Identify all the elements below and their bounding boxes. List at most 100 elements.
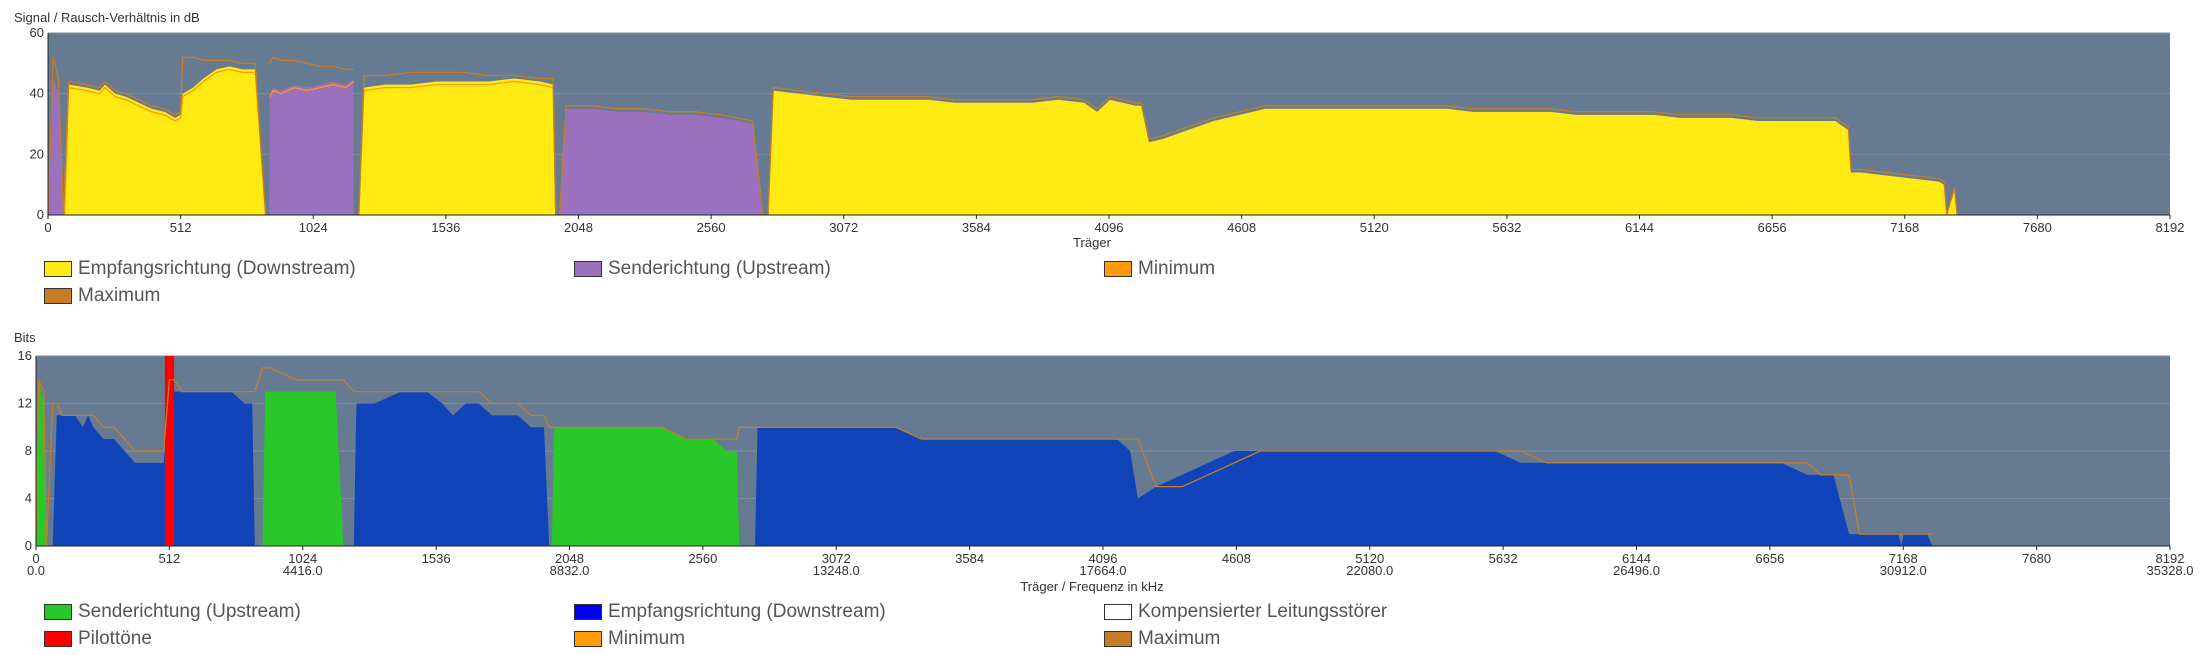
bits-ytick-label: 12 (18, 396, 32, 411)
snr-legend: Empfangsrichtung (Downstream) Senderichtu… (44, 255, 1664, 309)
bits-xtick-label: 6144 (1622, 551, 1651, 566)
snr-maximum-line (268, 56, 354, 71)
bits-xlabel: Träger / Frequenz in kHz (1020, 579, 1163, 594)
snr-title: Signal / Rausch-Verhältnis in dB (14, 10, 200, 25)
snr-ytick-label: 40 (30, 86, 44, 101)
snr-xtick-label: 512 (170, 220, 192, 235)
snr-senderichtung-upstream-area (559, 108, 763, 215)
bits-chart: Bits Träger / Frequenz in kHz 0 4 8 12 16 0 51… (14, 330, 2194, 594)
snr-xtick-label: 5632 (1492, 220, 1521, 235)
bits-xtick-label: 5120 (1355, 551, 1384, 566)
snr-ytick-label: 20 (30, 146, 44, 161)
bits-xtick-label: 3072 (822, 551, 851, 566)
bits-legend-label: Minimum (608, 627, 686, 649)
bits-legend-item: Minimum (574, 625, 1104, 652)
snr-ytick-label: 0 (37, 207, 44, 222)
snr-ytick-label: 60 (30, 25, 44, 40)
snr-legend-label: Empfangsrichtung (Downstream) (78, 257, 356, 279)
bits-xtick-khz-label: 17664.0 (1080, 563, 1127, 578)
bits-xtick-label: 512 (159, 551, 181, 566)
bits-xtick-label: 6656 (1755, 551, 1784, 566)
bits-empfangsrichtung-downstream-area (52, 391, 255, 546)
bits-legend-label: Kompensierter Leitungsstörer (1138, 600, 1388, 622)
bits-xtick-label: 4608 (1222, 551, 1251, 566)
snr-legend-label: Maximum (78, 284, 161, 306)
snr-xtick-label: 1024 (299, 220, 328, 235)
bits-xtick-label: 7168 (1889, 551, 1918, 566)
snr-empfangsrichtung-downstream-area (768, 90, 1958, 215)
snr-xtick-label: 7168 (1890, 220, 1919, 235)
bits-legend-label: Maximum (1138, 627, 1221, 649)
snr-legend-swatch (44, 287, 72, 304)
snr-xtick-label: 6144 (1625, 220, 1654, 235)
bits-xtick-label: 7680 (2022, 551, 2051, 566)
snr-legend-swatch (44, 260, 72, 277)
snr-xtick-label: 2560 (697, 220, 726, 235)
bits-legend-label: Empfangsrichtung (Downstream) (608, 600, 886, 622)
snr-legend-swatch (1104, 260, 1132, 277)
bits-xtick-label: 2048 (555, 551, 584, 566)
bits-xtick-khz-label: 4416.0 (283, 563, 323, 578)
snr-minimum-line (268, 80, 355, 98)
snr-xtick-label: 6656 (1758, 220, 1787, 235)
bits-legend-swatch (1104, 630, 1132, 647)
snr-minimum-line (358, 80, 557, 216)
bits-xtick-khz-label: 8832.0 (550, 563, 590, 578)
bits-xtick-khz-label: 22080.0 (1346, 563, 1393, 578)
bits-xtick-label: 1024 (288, 551, 317, 566)
bits-ytick-label: 8 (25, 443, 32, 458)
snr-legend-item: Maximum (44, 282, 574, 309)
snr-empfangsrichtung-downstream-area (64, 66, 266, 216)
bits-senderichtung-upstream-area (551, 427, 740, 546)
bits-legend-item: Kompensierter Leitungsstörer (1104, 598, 1634, 625)
snr-xtick-label: 8192 (2156, 220, 2185, 235)
bits-xtick-khz-label: 0.0 (27, 563, 45, 578)
snr-empfangsrichtung-downstream-area (358, 78, 556, 215)
snr-senderichtung-upstream-area (269, 78, 354, 215)
bits-xtick-label: 2560 (688, 551, 717, 566)
bits-empfangsrichtung-downstream-area (755, 427, 1933, 546)
bits-ytick-label: 16 (18, 348, 32, 363)
snr-maximum-line (767, 86, 1958, 216)
bits-legend-swatch (574, 603, 602, 620)
bits-legend-swatch (1104, 603, 1132, 620)
snr-xtick-label: 7680 (2023, 220, 2052, 235)
bits-xtick-label: 8192 (2156, 551, 2185, 566)
snr-legend-item: Empfangsrichtung (Downstream) (44, 255, 574, 282)
bits-empfangsrichtung-downstream-area (353, 391, 550, 546)
snr-legend-label: Senderichtung (Upstream) (608, 257, 831, 279)
snr-xtick-label: 2048 (564, 220, 593, 235)
snr-maximum-line (558, 105, 764, 216)
snr-legend-item: Minimum (1104, 255, 1634, 282)
bits-title: Bits (14, 330, 36, 345)
snr-senderichtung-upstream-area (48, 78, 64, 215)
bits-ytick-label: 4 (25, 491, 32, 506)
snr-xtick-label: 0 (44, 220, 51, 235)
snr-maximum-line (47, 56, 267, 216)
snr-xlabel: Träger (1073, 235, 1111, 250)
bits-maximum-line (35, 367, 1933, 547)
bits-legend-item: Pilottöne (44, 625, 574, 652)
snr-xtick-label: 3072 (829, 220, 858, 235)
bits-ytick-label: 0 (25, 538, 32, 553)
bits-xtick-label: 5632 (1489, 551, 1518, 566)
bits-xtick-khz-label: 26496.0 (1613, 563, 1660, 578)
snr-xtick-label: 4608 (1227, 220, 1256, 235)
bits-legend-swatch (574, 630, 602, 647)
bits-legend-swatch (44, 603, 72, 620)
bits-senderichtung-upstream-area (262, 391, 344, 546)
snr-legend-label: Minimum (1138, 257, 1216, 279)
snr-xtick-label: 4096 (1095, 220, 1124, 235)
bits-xtick-label: 4096 (1089, 551, 1118, 566)
bits-legend: Senderichtung (Upstream) Empfangsrichtung… (44, 598, 1664, 652)
snr-chart: Signal / Rausch-Verhältnis in dB Träger … (14, 10, 2185, 250)
snr-xtick-label: 1536 (431, 220, 460, 235)
bits-xtick-label: 0 (32, 551, 39, 566)
bits-xtick-khz-label: 35328.0 (2147, 563, 2194, 578)
bits-legend-label: Pilottöne (78, 627, 152, 649)
bits-legend-swatch (44, 630, 72, 647)
bits-xtick-khz-label: 30912.0 (1880, 563, 1927, 578)
bits-xtick-label: 1536 (422, 551, 451, 566)
snr-xtick-label: 3584 (962, 220, 991, 235)
